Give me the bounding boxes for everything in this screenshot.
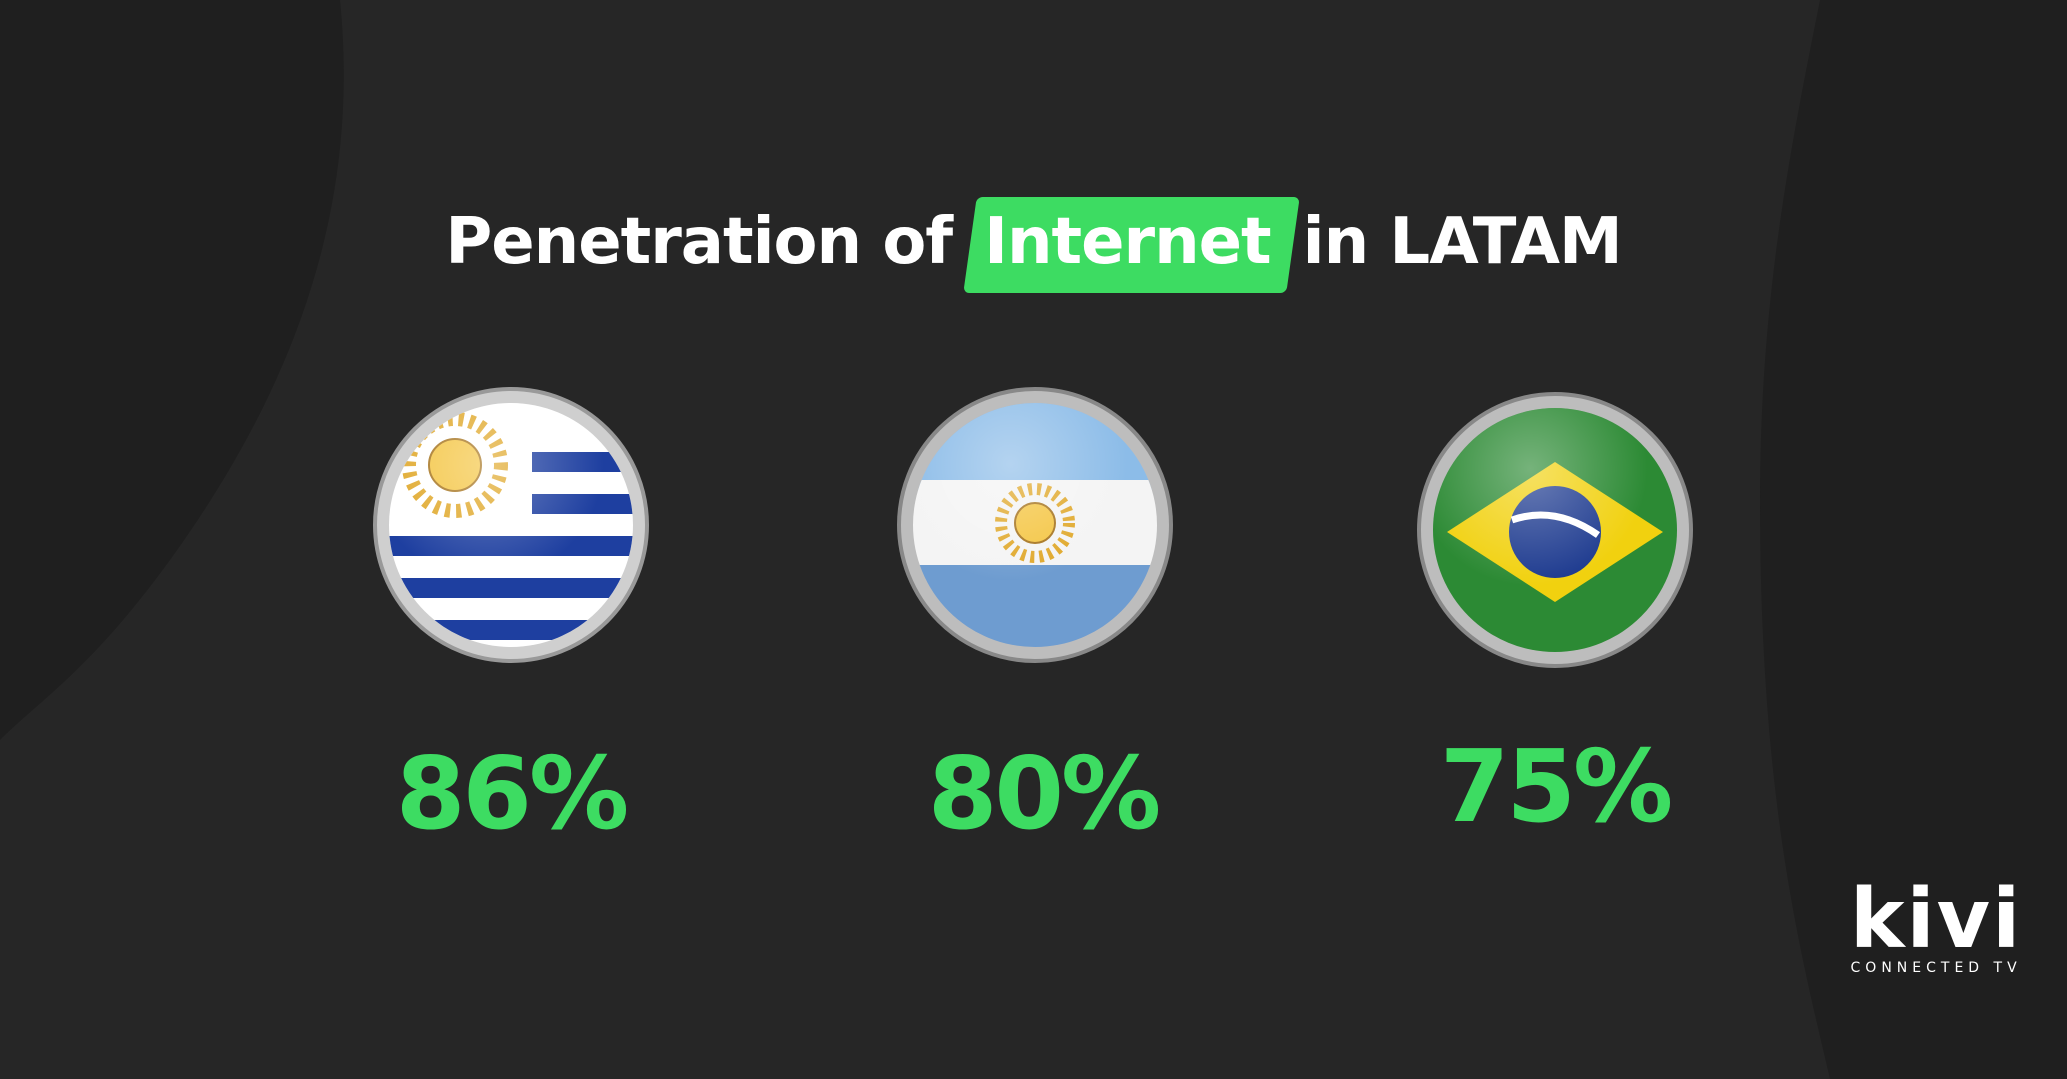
title-highlight-text: Internet	[984, 205, 1271, 279]
logo: kivi CONNECTED TV	[1850, 872, 2023, 977]
title-text: in LATAM	[1302, 205, 1623, 279]
flag-argentina	[897, 387, 1173, 663]
percentage: 86%	[395, 735, 629, 852]
bg-shape	[0, 0, 344, 740]
title-text: Penetration of	[445, 205, 953, 279]
title: Penetration of Internet in LATAM	[0, 205, 2067, 279]
flag-brazil	[1417, 392, 1693, 668]
flag-uruguay	[373, 387, 649, 663]
title-highlight: Internet	[970, 205, 1285, 279]
logo-name: kivi	[1850, 872, 2023, 967]
percentage: 80%	[927, 735, 1161, 852]
bg-shape	[1760, 0, 2067, 1079]
logo-tagline: CONNECTED TV	[1850, 960, 2022, 976]
percentage: 75%	[1439, 728, 1673, 845]
